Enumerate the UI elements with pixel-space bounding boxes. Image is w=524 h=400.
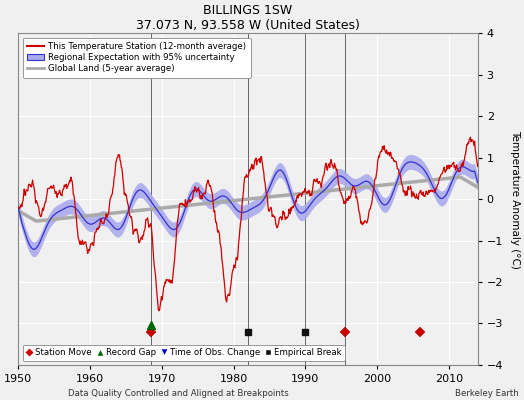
Legend: Station Move, Record Gap, Time of Obs. Change, Empirical Break: Station Move, Record Gap, Time of Obs. C… [23,345,345,360]
Title: BILLINGS 1SW
37.073 N, 93.558 W (United States): BILLINGS 1SW 37.073 N, 93.558 W (United … [136,4,360,32]
Y-axis label: Temperature Anomaly (°C): Temperature Anomaly (°C) [510,130,520,268]
Text: Berkeley Earth: Berkeley Earth [455,389,519,398]
Text: Data Quality Controlled and Aligned at Breakpoints: Data Quality Controlled and Aligned at B… [68,389,289,398]
